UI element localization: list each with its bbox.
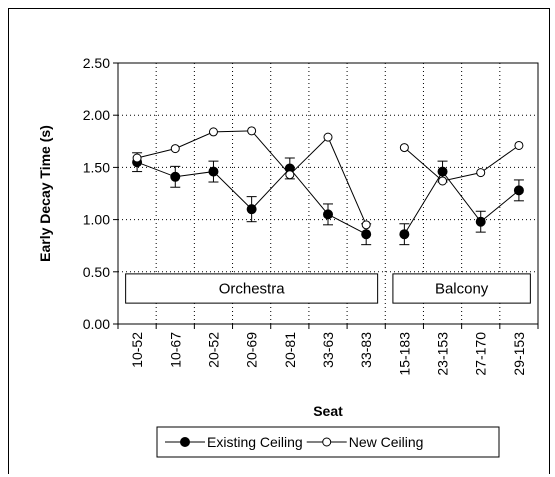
- y-axis: 0.00 0.50 1.00 1.50 2.00 2.50: [83, 55, 118, 332]
- data-point: [475, 216, 486, 227]
- data-point: [399, 229, 410, 240]
- data-point: [476, 168, 486, 178]
- group-label: Orchestra: [219, 281, 286, 298]
- x-tick-label: 20-81: [282, 332, 298, 368]
- group-box: [392, 273, 531, 304]
- data-point: [323, 209, 333, 220]
- x-tick-label: 20-69: [244, 332, 260, 368]
- data-point: [247, 126, 257, 136]
- data-point: [513, 185, 524, 196]
- legend-label: Existing Ceiling: [207, 434, 303, 450]
- data-point: [514, 140, 524, 150]
- legend-item: Existing Ceiling: [165, 434, 303, 450]
- seat-groups: Orchestra Balcony: [125, 273, 531, 304]
- data-point: [437, 166, 448, 177]
- y-tick-label: 1.50: [83, 159, 110, 175]
- data-point: [438, 176, 448, 186]
- y-tick-label: 1.00: [83, 212, 110, 228]
- legend: Existing Ceiling New Ceiling: [156, 426, 500, 458]
- legend-marker: [180, 437, 190, 447]
- legend-marker: [322, 437, 332, 447]
- x-tick-label: 15-183: [396, 332, 412, 376]
- x-axis: 10-52 10-67 20-52 20-69 20-81 33-63 33-83 15-18…: [117, 324, 539, 376]
- x-axis-title: Seat: [313, 403, 343, 419]
- y-tick-label: 0.00: [83, 316, 110, 332]
- group-box: [125, 273, 379, 304]
- x-tick-label: 20-52: [205, 332, 221, 368]
- chart-frame: [8, 8, 550, 474]
- y-tick-label: 2.00: [83, 107, 110, 123]
- x-tick-label: 33-63: [320, 332, 336, 368]
- series-line: [404, 145, 520, 182]
- y-tick-label: 0.50: [83, 264, 110, 280]
- series-existing-ceiling: [132, 152, 524, 246]
- y-tick-label: 2.50: [83, 55, 110, 71]
- data-point: [170, 171, 181, 182]
- legend-item: New Ceiling: [306, 434, 424, 450]
- x-tick-label: 10-67: [167, 332, 183, 368]
- x-tick-label: 29-153: [511, 332, 527, 376]
- data-point: [208, 166, 219, 177]
- data-point: [285, 170, 295, 180]
- data-point: [132, 153, 142, 163]
- x-tick-label: 23-153: [435, 332, 451, 376]
- plot-area: [117, 62, 539, 325]
- data-point: [208, 127, 218, 137]
- series-new-ceiling: [132, 126, 524, 230]
- data-point: [399, 143, 409, 153]
- data-point: [246, 204, 257, 215]
- series-line: [403, 170, 520, 235]
- data-point: [361, 229, 372, 240]
- legend-label: New Ceiling: [349, 434, 424, 450]
- series-layer: [132, 126, 524, 246]
- group-label: Balcony: [435, 281, 489, 298]
- x-tick-label: 33-83: [358, 332, 374, 368]
- x-tick-label: 27-170: [473, 332, 489, 376]
- x-tick-label: 10-52: [129, 332, 145, 368]
- y-axis-title: Early Decay Time (s): [37, 125, 53, 262]
- data-point: [323, 132, 333, 142]
- data-point: [170, 144, 180, 154]
- data-point: [361, 220, 371, 230]
